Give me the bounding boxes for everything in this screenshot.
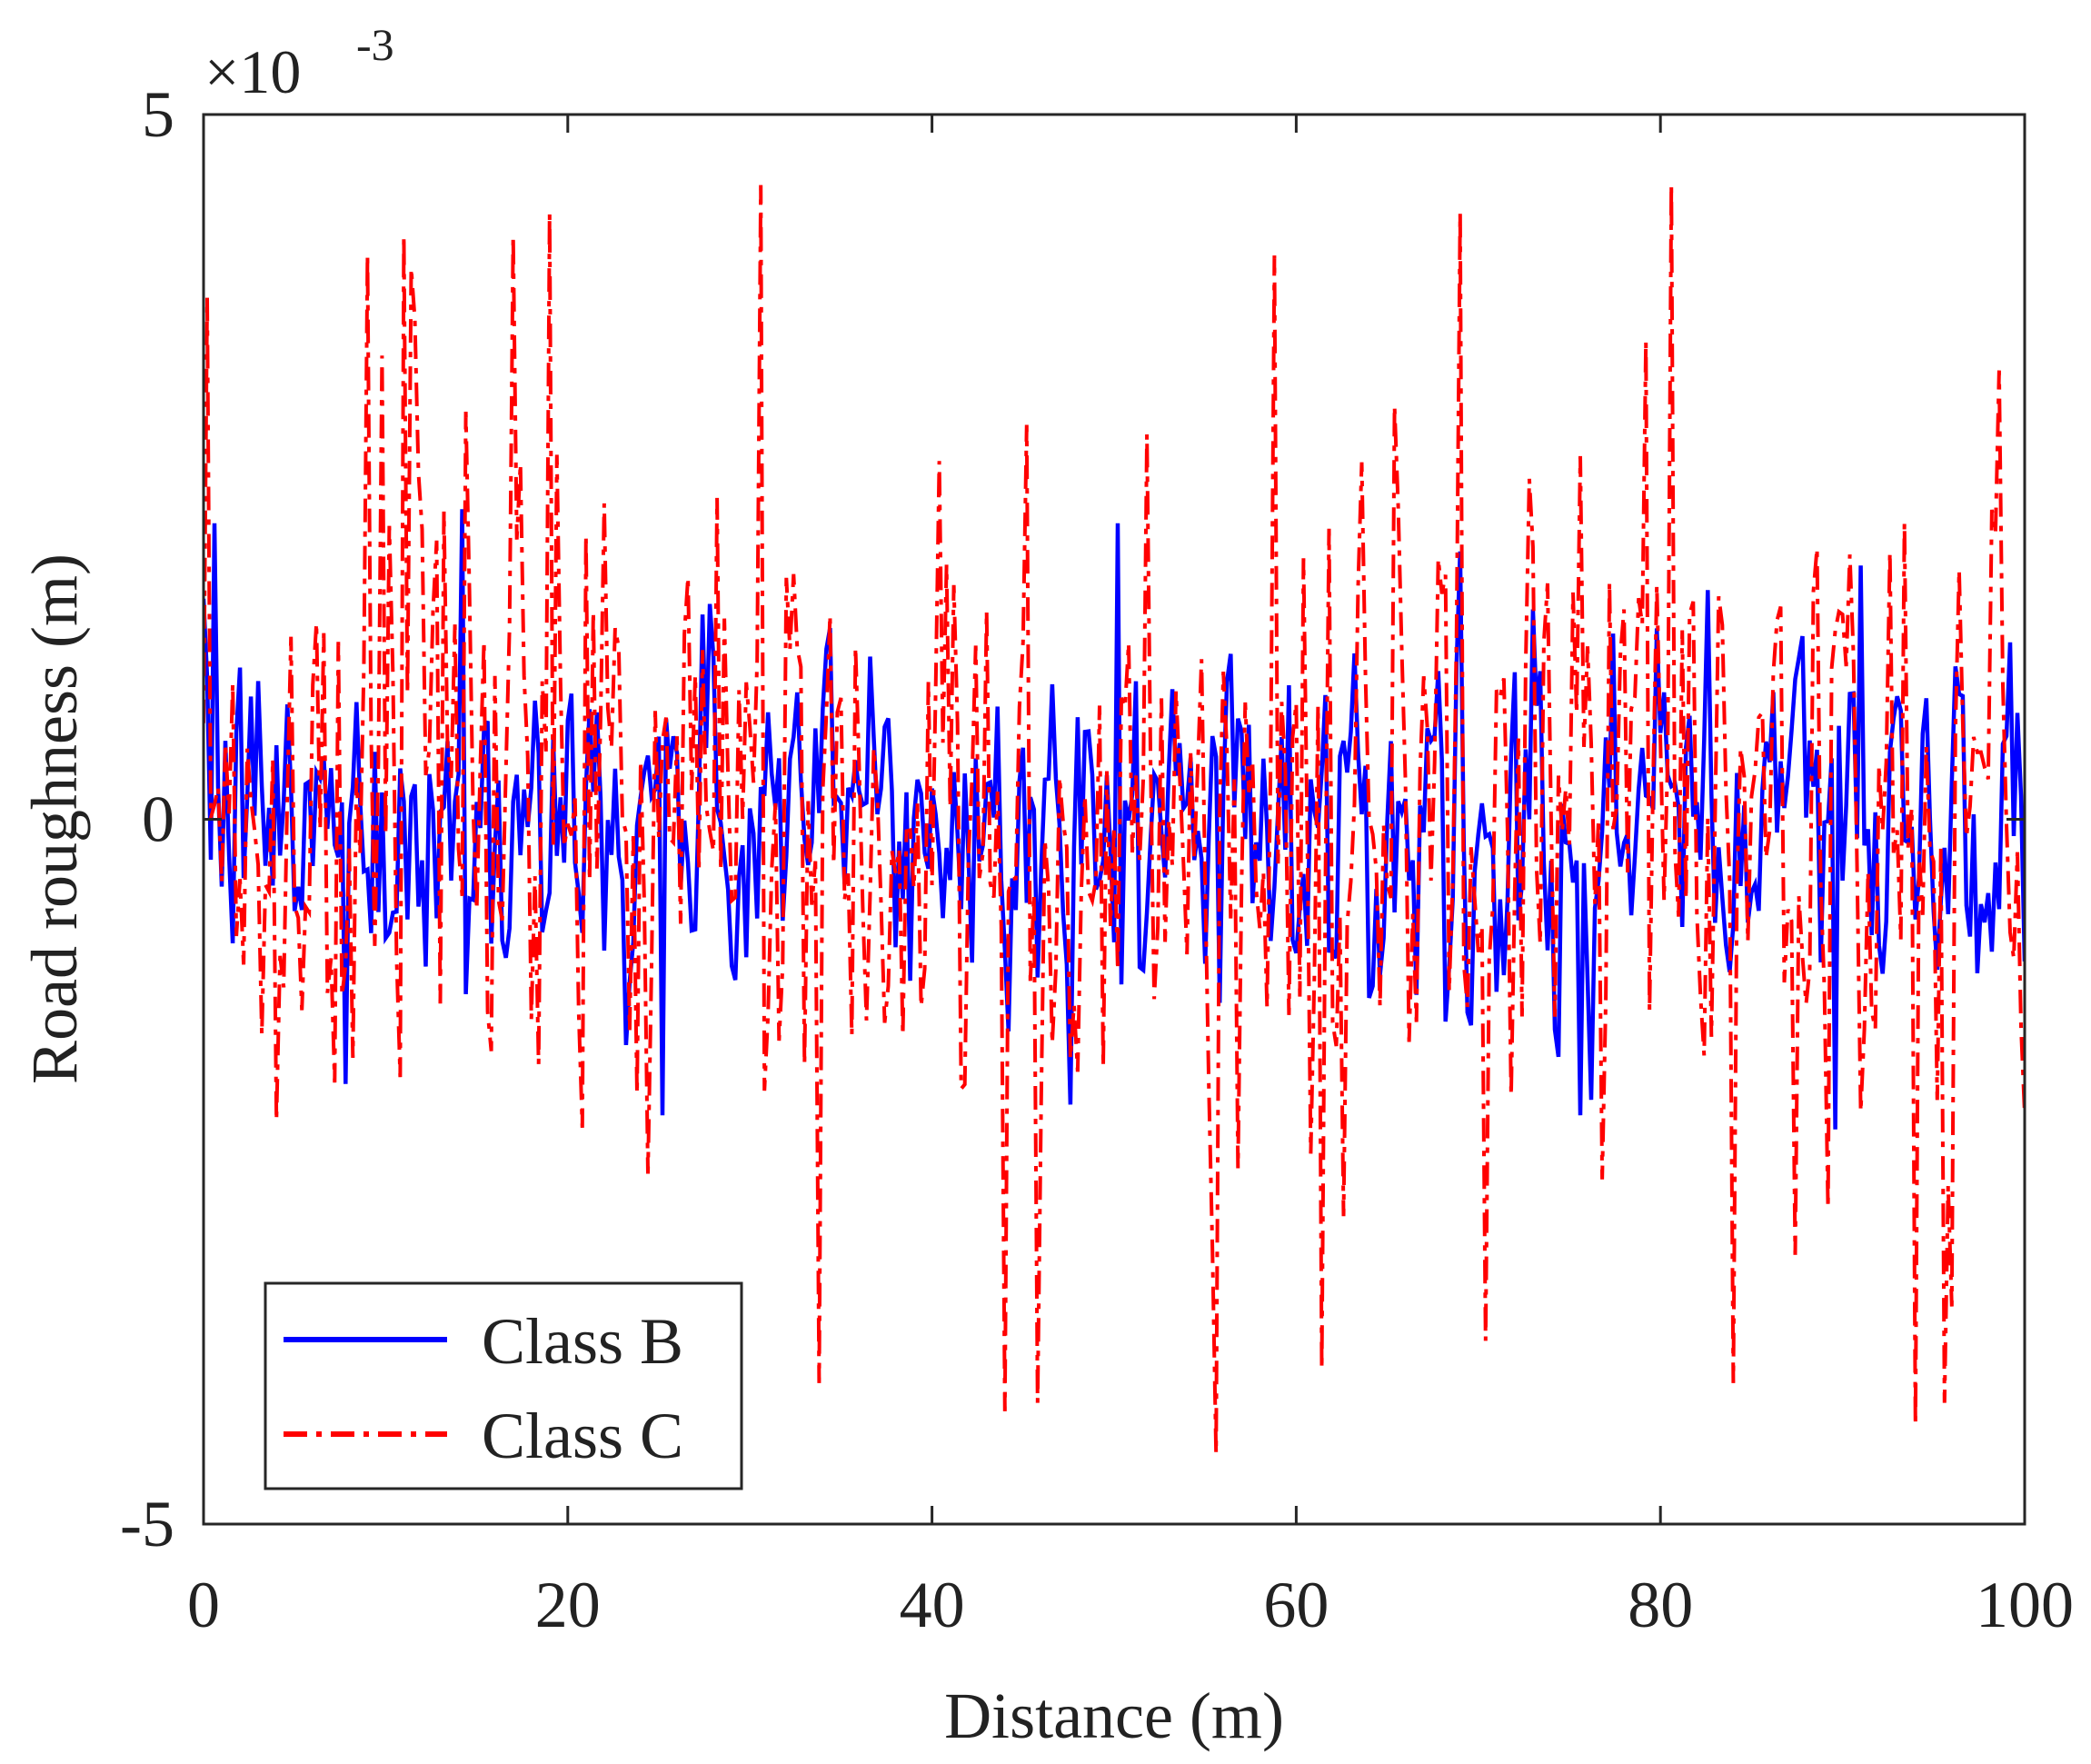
y-scale-base: ×10 xyxy=(204,37,301,106)
series-line-class-c xyxy=(204,184,2025,1454)
tick-layer: 0 20 40 60 80 100-505 xyxy=(120,78,2074,1641)
x-tick-label: 80 xyxy=(1628,1569,1693,1641)
y-scale-exponent: -3 xyxy=(356,19,394,70)
y-tick-label: 5 xyxy=(142,78,174,151)
x-axis-label: Distance (m) xyxy=(944,1679,1284,1752)
series-layer xyxy=(204,184,2025,1454)
legend-box xyxy=(264,1281,743,1490)
x-tick-label: 60 xyxy=(1263,1569,1329,1641)
x-tick-label: 0 xyxy=(187,1569,220,1641)
legend-label-class-c: Class C xyxy=(482,1400,683,1472)
y-tick-label: 0 xyxy=(142,783,174,856)
y-tick-label: -5 xyxy=(120,1488,174,1560)
x-tick-label: 100 xyxy=(1976,1569,2074,1641)
legend: Class B Class C xyxy=(264,1281,743,1490)
legend-label-class-b: Class B xyxy=(482,1305,683,1378)
x-tick-label: 20 xyxy=(535,1569,601,1641)
y-axis-label: Road roughness (m) xyxy=(18,553,91,1084)
x-tick-label: 40 xyxy=(900,1569,965,1641)
series-line-class-b xyxy=(204,509,2025,1130)
